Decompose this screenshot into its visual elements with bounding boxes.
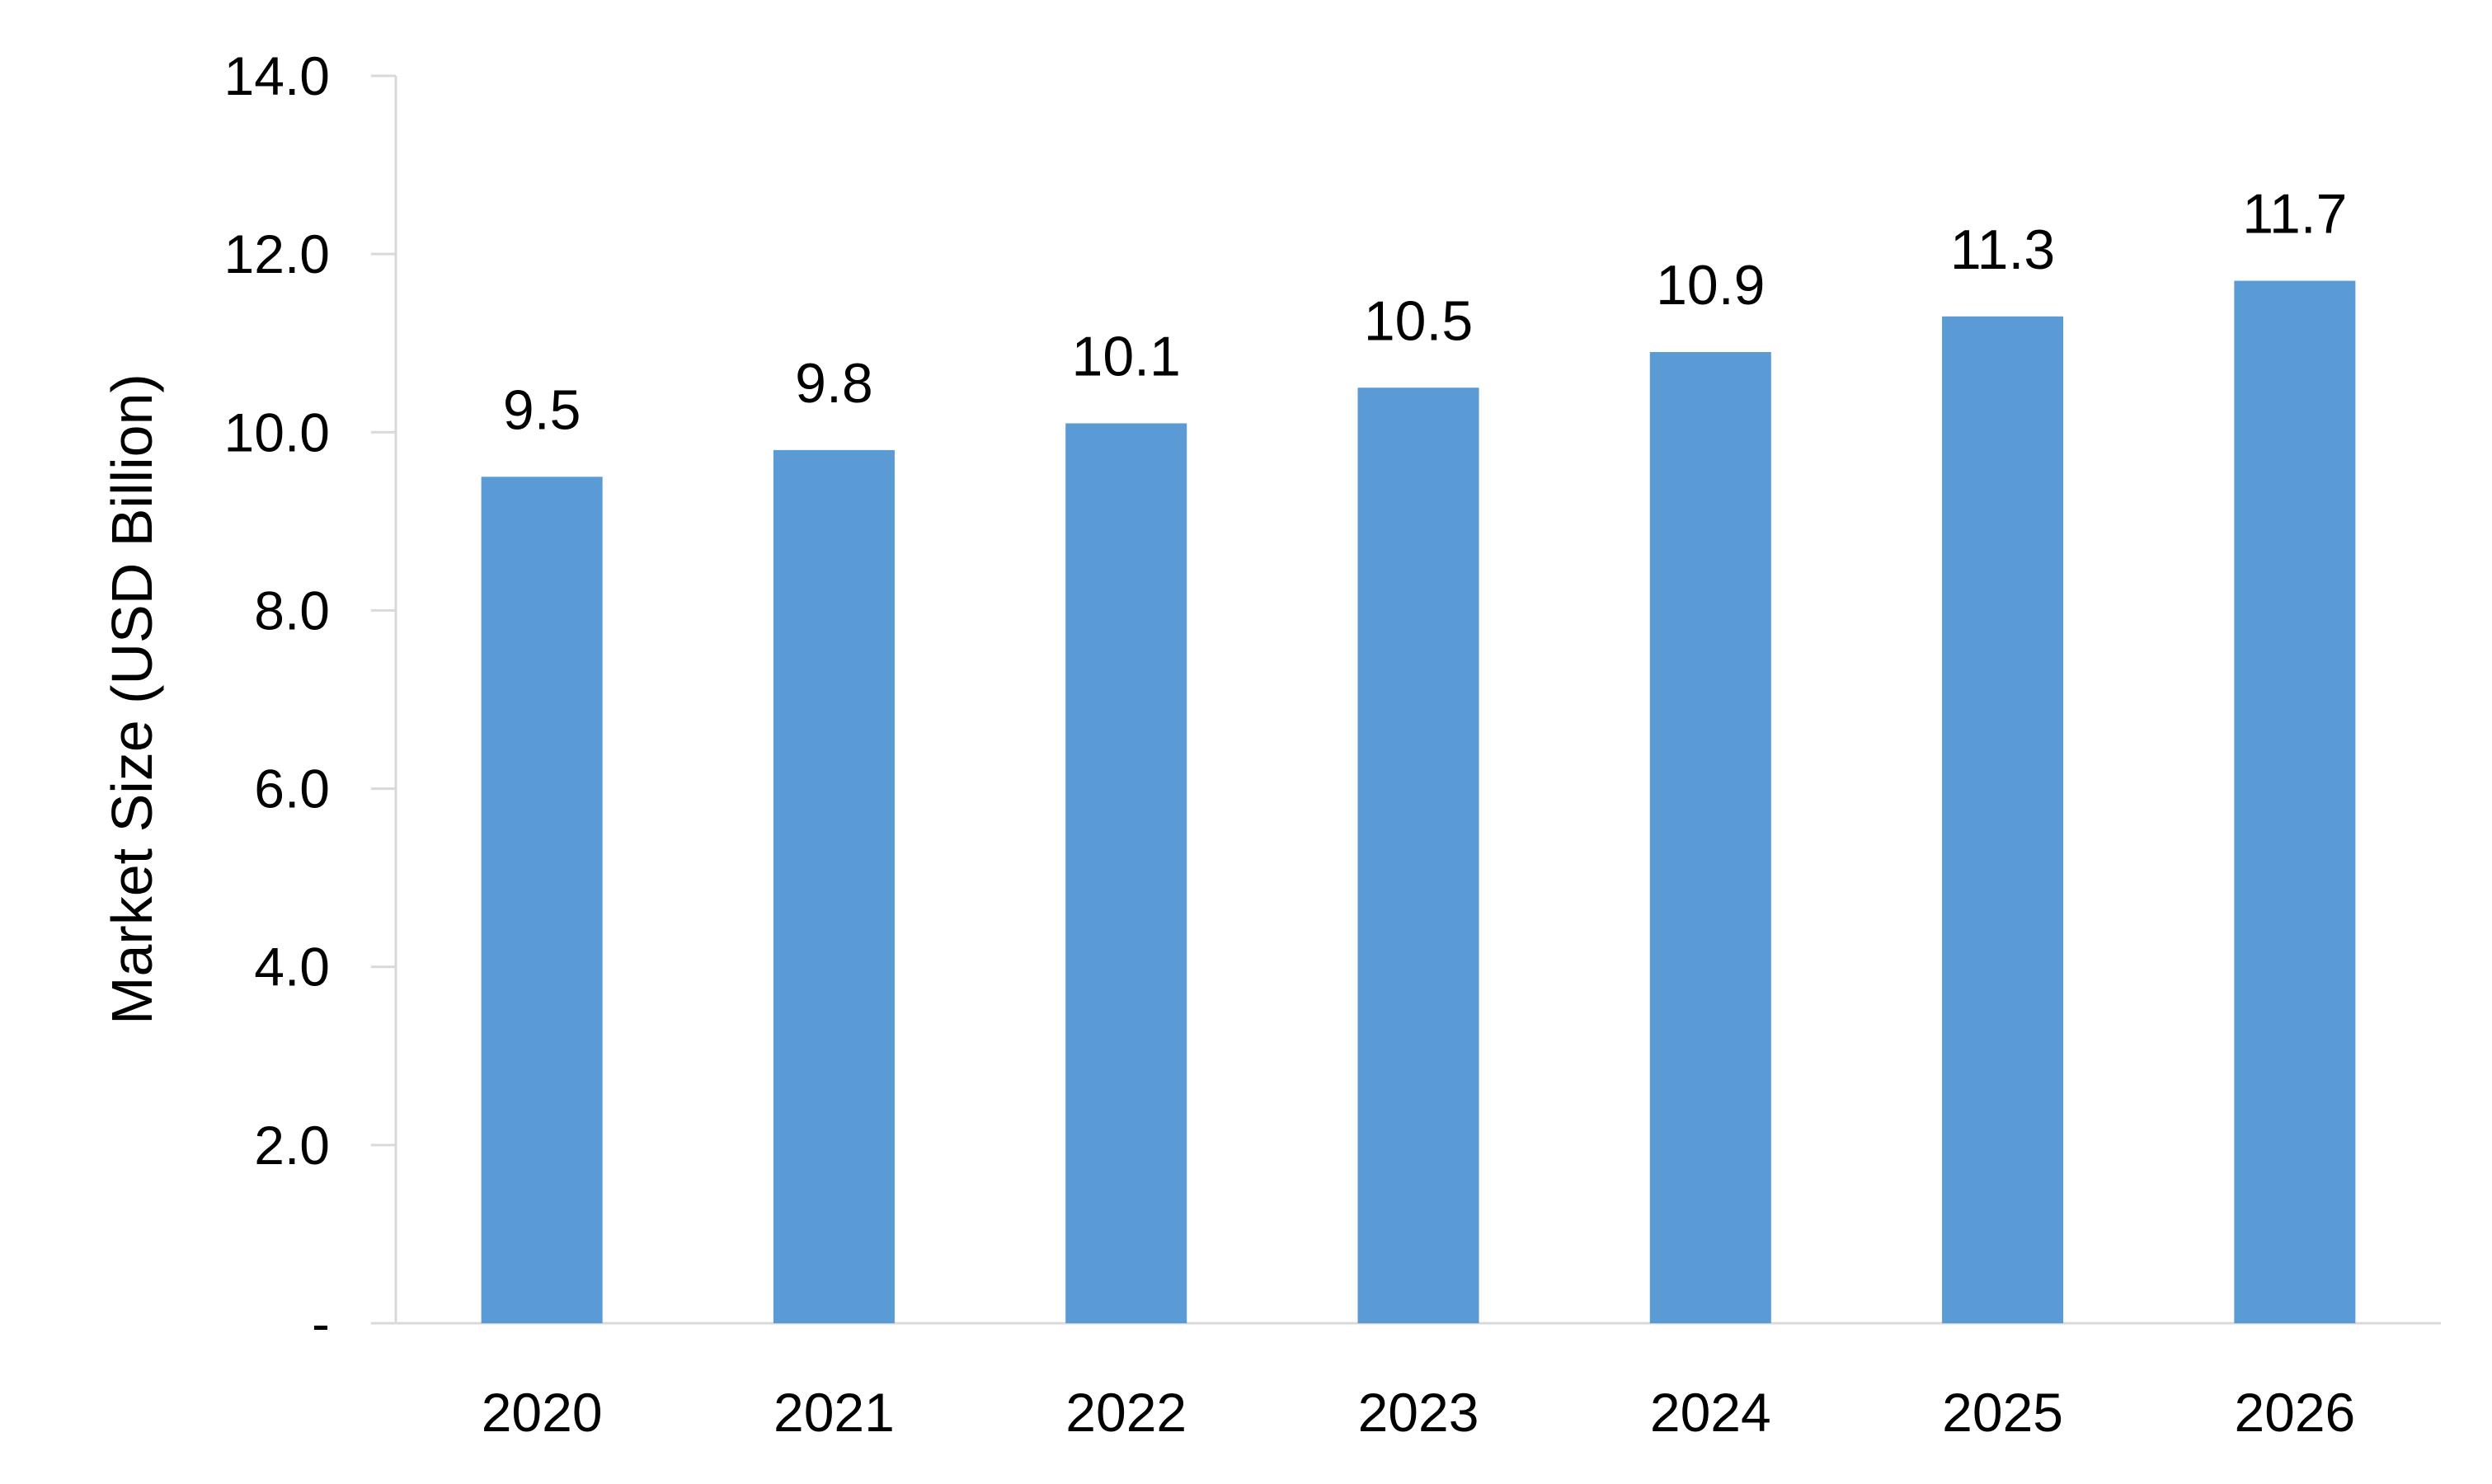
data-label-2020: 9.5: [503, 378, 581, 441]
bar-2020: [481, 477, 603, 1323]
bars-group: [481, 280, 2356, 1324]
x-tick-label-2024: 2024: [1650, 1382, 1771, 1443]
data-label-2022: 10.1: [1072, 325, 1181, 387]
bar-2022: [1065, 423, 1187, 1324]
y-axis: - 2.0 4.0 6.0 8.0 10.0 12.0 14.0: [224, 45, 397, 1354]
y-tick-label: 4.0: [254, 937, 330, 998]
data-label-2026: 11.7: [2242, 183, 2347, 246]
data-labels-group: 9.5 9.8 10.1 10.5 10.9 11.3 11.7: [503, 183, 2348, 442]
y-tick-label: 14.0: [224, 45, 330, 106]
x-tick-label-2025: 2025: [1942, 1382, 2063, 1443]
category-labels-group: 2020 2021 2022 2023 2024 2025 2026: [482, 1382, 2356, 1443]
y-tick-label: 8.0: [254, 580, 330, 641]
bar-2025: [1942, 316, 2064, 1323]
x-tick-label-2020: 2020: [482, 1382, 603, 1443]
x-tick-label-2022: 2022: [1065, 1382, 1187, 1443]
y-tick-label: 12.0: [224, 223, 330, 284]
y-axis-title: Market Size (USD Billion): [100, 373, 164, 1025]
data-label-2023: 10.5: [1364, 289, 1473, 352]
data-label-2024: 10.9: [1656, 254, 1765, 317]
bar-2021: [773, 449, 895, 1323]
y-tick-label: -: [312, 1293, 330, 1354]
x-tick-label-2026: 2026: [2234, 1382, 2355, 1443]
data-label-2025: 11.3: [1950, 218, 2055, 281]
x-tick-label-2021: 2021: [773, 1382, 895, 1443]
bar-2023: [1357, 387, 1479, 1323]
x-tick-label-2023: 2023: [1358, 1382, 1479, 1443]
bar-2024: [1649, 352, 1771, 1323]
y-tick-label: 2.0: [254, 1115, 330, 1176]
data-label-2021: 9.8: [795, 352, 873, 415]
y-tick-label: 6.0: [254, 758, 330, 819]
y-tick-label: 10.0: [224, 402, 330, 463]
bar-2026: [2234, 280, 2356, 1323]
